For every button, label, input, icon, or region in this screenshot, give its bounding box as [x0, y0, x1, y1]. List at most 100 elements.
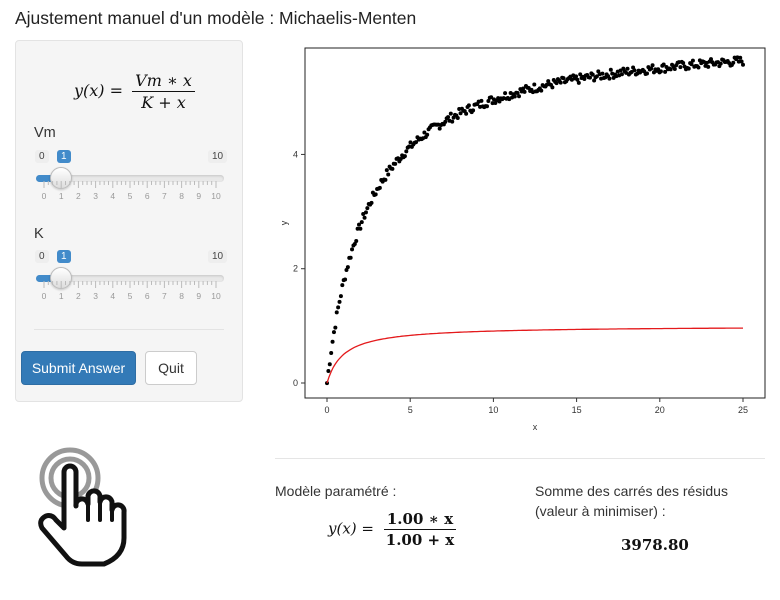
- data-point: [497, 99, 502, 104]
- data-point: [554, 81, 559, 86]
- data-point: [517, 94, 521, 99]
- slider-tick-label: 9: [196, 291, 201, 301]
- scatter-plot: 0 5 10 15 20 25 0 2 4 x y: [279, 47, 766, 432]
- data-point: [330, 339, 335, 344]
- data-point: [373, 192, 378, 197]
- slider-vm-handle[interactable]: [50, 167, 73, 189]
- data-point: [709, 57, 713, 62]
- slider-tick-label: 3: [93, 191, 98, 201]
- slider-tick-label: 7: [162, 191, 167, 201]
- x-tick-label: 5: [408, 405, 413, 415]
- slider-tick-label: 1: [59, 291, 64, 301]
- data-point: [582, 77, 587, 82]
- data-point: [706, 64, 711, 69]
- data-point: [362, 215, 367, 220]
- slider-vm-ticks: 0 1 2 3 4 5 6 7 8 9 10: [36, 181, 224, 201]
- data-point: [486, 98, 491, 103]
- data-point: [334, 310, 339, 315]
- data-point: [352, 241, 357, 246]
- data-point: [625, 66, 630, 71]
- sse-value: 3978.80: [621, 536, 689, 554]
- data-point: [357, 222, 361, 227]
- data-point: [741, 62, 745, 67]
- data-point: [663, 69, 668, 74]
- y-axis-label: y: [279, 220, 289, 225]
- data-point: [661, 62, 666, 67]
- data-point: [455, 115, 460, 120]
- data-point: [522, 89, 527, 94]
- data-point: [326, 368, 331, 373]
- data-point: [425, 132, 430, 137]
- data-point: [546, 79, 551, 84]
- slider-vm-label: Vm: [34, 125, 56, 141]
- data-point: [539, 88, 544, 93]
- quit-button[interactable]: Quit: [145, 351, 197, 385]
- data-point: [338, 294, 343, 299]
- fitted-formula-fraction: 1.00 ∗ x 1.00 + x: [383, 510, 458, 549]
- x-tick-label: 20: [655, 405, 665, 415]
- x-tick-label: 25: [738, 405, 748, 415]
- data-point: [686, 66, 691, 71]
- data-point: [681, 60, 686, 65]
- data-point: [739, 59, 744, 64]
- data-point: [369, 200, 374, 205]
- data-point: [422, 130, 427, 135]
- slider-tick-label: 5: [128, 291, 133, 301]
- slider-tick-label: 9: [196, 191, 201, 201]
- data-point: [576, 80, 581, 85]
- data-point: [656, 67, 661, 72]
- data-point: [521, 86, 526, 91]
- slider-tick-label: 10: [211, 191, 221, 201]
- slider-tick-label: 7: [162, 291, 167, 301]
- slider-k-value: 1: [57, 250, 71, 263]
- data-point: [731, 60, 736, 65]
- data-point: [384, 168, 389, 173]
- data-point: [490, 101, 495, 106]
- data-point: [358, 226, 363, 231]
- fitted-formula-numerator: 1.00 ∗ x: [383, 510, 457, 530]
- fitted-model-label: Modèle paramétré :: [275, 483, 397, 499]
- data-point: [532, 82, 537, 87]
- data-point: [650, 63, 655, 68]
- slider-k-min: 0: [35, 250, 49, 263]
- slider-k-handle[interactable]: [50, 267, 73, 289]
- data-point: [690, 58, 695, 63]
- data-point: [594, 74, 599, 79]
- slider-vm-tick-marks: 0 1 2 3 4 5 6 7 8 9 10: [42, 181, 221, 201]
- data-point: [390, 166, 395, 171]
- data-point: [458, 111, 463, 116]
- results-divider: [275, 458, 765, 459]
- data-point: [503, 91, 508, 96]
- data-point: [658, 69, 663, 74]
- slider-k-label: K: [34, 226, 44, 242]
- submit-answer-button[interactable]: Submit Answer: [21, 351, 136, 385]
- data-point: [354, 238, 359, 243]
- slider-tick-label: 1: [59, 191, 64, 201]
- slider-k-fill: [36, 275, 62, 282]
- data-point: [696, 65, 701, 70]
- panel-divider: [34, 329, 224, 330]
- formula-fraction: Vm ∗ x K + x: [132, 71, 195, 112]
- data-point: [383, 177, 388, 182]
- slider-tick-label: 5: [128, 191, 133, 201]
- data-point: [340, 283, 345, 288]
- data-point: [607, 76, 612, 81]
- data-point: [345, 265, 350, 270]
- data-point: [350, 247, 355, 252]
- slider-k-max: 10: [208, 250, 228, 263]
- x-tick-label: 15: [572, 405, 582, 415]
- data-point: [344, 268, 349, 273]
- data-point: [359, 220, 364, 225]
- slider-vm-track[interactable]: [36, 175, 224, 182]
- slider-k-track[interactable]: [36, 275, 224, 282]
- x-axis-label: x: [533, 422, 538, 432]
- data-point: [386, 172, 391, 177]
- data-point: [325, 381, 329, 386]
- data-point: [561, 76, 566, 81]
- data-point: [590, 72, 595, 77]
- data-point: [448, 111, 453, 116]
- data-point: [446, 115, 451, 120]
- data-point: [489, 95, 494, 100]
- slider-tick-label: 6: [145, 291, 150, 301]
